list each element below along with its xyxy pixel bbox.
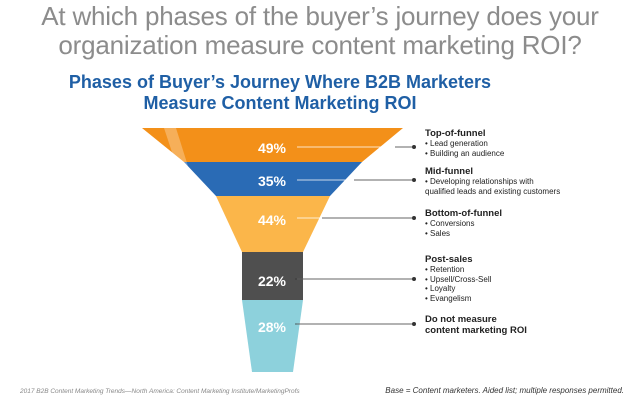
stage-bullet: • Evangelism: [425, 293, 472, 303]
funnel-segment-5: [242, 300, 303, 372]
stage-bullet: • Developing relationships with: [425, 177, 534, 186]
connector-dot-5: [412, 322, 416, 326]
stage-bullet: • Retention: [425, 265, 465, 274]
connector-dot-2: [412, 178, 416, 182]
headline: At which phases of the buyer’s journey d…: [0, 0, 640, 62]
stage-bullet: • Sales: [425, 228, 451, 238]
headline-line-1: At which phases of the buyer’s journey d…: [41, 1, 599, 31]
headline-line-2: organization measure content marketing R…: [58, 30, 582, 60]
stage-title: content marketing ROI: [425, 325, 527, 336]
funnel-highlight: [164, 128, 252, 370]
funnel-segment-1: [142, 128, 403, 162]
stage-label-2: Mid-funnel • Developing relationships wit…: [425, 166, 630, 196]
stage-title: Do not measure: [425, 314, 497, 325]
funnel-segment-2: [184, 162, 362, 196]
connector-dot-4: [412, 277, 416, 281]
chart-title-line-1: Phases of Buyer’s Journey Where B2B Mark…: [68, 72, 492, 92]
connector-dot-1: [412, 145, 416, 149]
stage-title: Post-sales: [425, 254, 473, 265]
source-note: 2017 B2B Content Marketing Trends—North …: [20, 388, 300, 395]
stage-bullet: • Building an audience: [425, 148, 505, 158]
base-note: Base = Content marketers. Aided list; mu…: [385, 386, 624, 395]
funnel-segment-4: [242, 252, 303, 300]
stage-label-4: Post-sales • Retention • Upsell/Cross-Sell…: [425, 254, 630, 303]
value-label-2: 35%: [258, 173, 287, 189]
stage-label-5: Do not measure content marketing ROI: [425, 314, 630, 336]
stage-title: Mid-funnel: [425, 166, 474, 177]
stage-bullet: • Upsell/Cross-Sell: [425, 274, 492, 284]
funnel-segment-3: [216, 196, 330, 252]
stage-label-3: Bottom-of-funnel • Conversions • Sales: [425, 208, 630, 238]
value-label-5: 28%: [258, 319, 287, 335]
chart-title-line-2: Measure Content Marketing ROI: [143, 93, 417, 113]
value-label-1: 49%: [258, 140, 287, 156]
stage-title: Top-of-funnel: [425, 128, 486, 139]
stage-bullet: • Conversions: [425, 219, 475, 228]
chart-title: Phases of Buyer’s Journey Where B2B Mark…: [60, 72, 500, 114]
stage-bullet: • Loyalty: [425, 284, 456, 293]
connector-dot-3: [412, 216, 416, 220]
stage-title: Bottom-of-funnel: [425, 208, 503, 219]
value-label-3: 44%: [258, 212, 287, 228]
stage-bullet: • Lead generation: [425, 139, 488, 148]
stage-bullet: qualified leads and existing customers: [425, 186, 561, 196]
value-label-4: 22%: [258, 273, 287, 289]
stage-label-1: Top-of-funnel • Lead generation • Building…: [425, 128, 630, 158]
